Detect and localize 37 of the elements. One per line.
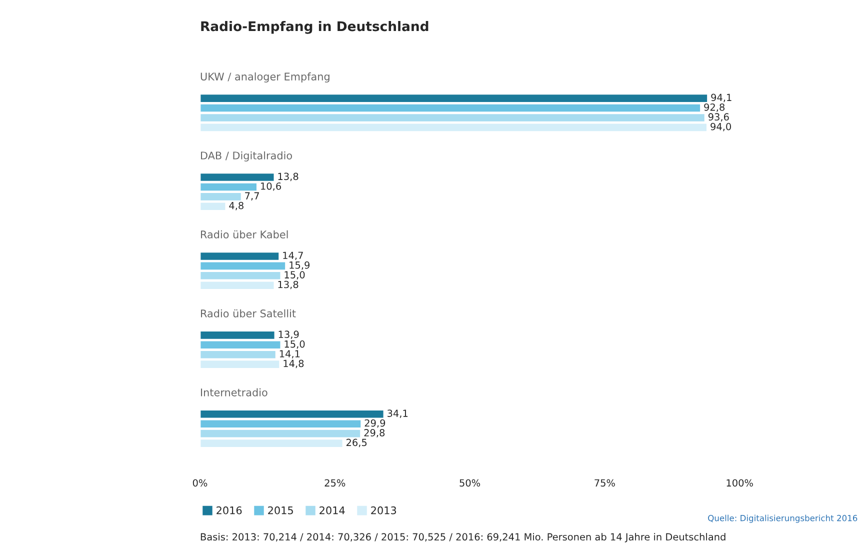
y-tick-label: Radio über Kabel (201, 230, 288, 238)
data-label: 13,9 (278, 330, 299, 340)
data-label: 7,7 (245, 192, 259, 200)
data-label: 93,6 (708, 113, 729, 122)
data-label: 15,0 (284, 271, 305, 280)
source-note: Quelle: Digitalisierungsbericht 2016 (708, 514, 858, 523)
data-label: 10,6 (261, 182, 281, 191)
x-tick-label: 50% (460, 479, 480, 487)
data-label: 92,8 (704, 103, 725, 112)
data-label: 29,9 (364, 419, 386, 428)
data-label: 4,8 (229, 202, 244, 210)
data-label: 13,8 (278, 172, 298, 182)
data-label: 26,5 (346, 438, 367, 448)
x-tick-label: 25% (324, 479, 346, 487)
x-tick-label: 0% (192, 479, 208, 487)
text: Basis: 2013: 70,214 / 2014: 70,326 / 2015: 70,525 / 2016: 69,241 Mio. Personen ab 14 Jahre in Deutschland (200, 533, 726, 542)
data-label: 29,8 (364, 429, 385, 438)
data-label: 14,8 (284, 360, 304, 368)
x-tick-label: 75% (594, 479, 615, 487)
data-label: 94,1 (711, 94, 732, 102)
data-label: 15,9 (290, 261, 310, 270)
data-label: 14,1 (280, 350, 300, 358)
y-tick-label: Radio über Satellit (201, 309, 296, 318)
data-label: 94,0 (710, 122, 731, 132)
legend-label: 2016 (216, 506, 242, 514)
data-label: 13,8 (278, 280, 298, 290)
y-tick-label: DAB / Digitalradio (201, 151, 292, 162)
data-label: 15,0 (284, 340, 305, 349)
data-label: 14,7 (283, 252, 303, 260)
legend-label: 2013 (371, 506, 396, 514)
y-tick-label: UKW / analoger Empfang (200, 72, 330, 82)
legend-label: 2014 (320, 506, 345, 514)
legend-label: 2015 (268, 506, 293, 514)
chart-title: Radio-Empfang in Deutschland (201, 21, 428, 34)
data-label: 34,1 (388, 410, 408, 418)
x-tick-label: 100% (726, 479, 753, 487)
y-tick-label: Internetradio (201, 388, 268, 396)
